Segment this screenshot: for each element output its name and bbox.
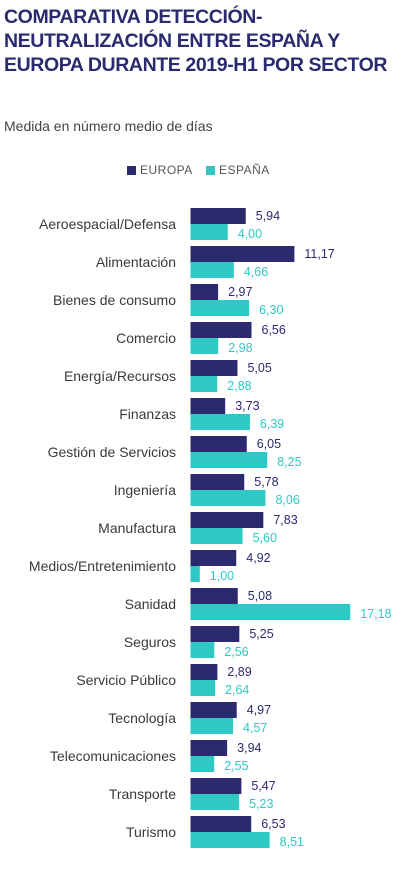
bar-espana <box>190 566 200 582</box>
category-label: Servicio Público <box>76 672 176 688</box>
data-label-europa: 6,56 <box>262 323 286 337</box>
legend-item-europa: EUROPA <box>127 163 193 177</box>
category-label: Telecomunicaciones <box>50 748 176 764</box>
data-label-europa: 5,05 <box>247 361 271 375</box>
data-label-europa: 5,47 <box>251 779 275 793</box>
data-label-europa: 2,97 <box>228 285 252 299</box>
legend: EUROPA ESPAÑA <box>0 163 417 181</box>
data-label-espana: 4,00 <box>238 227 262 241</box>
data-label-europa: 5,25 <box>249 627 273 641</box>
bar-espana <box>190 452 268 468</box>
category-label: Finanzas <box>119 406 176 422</box>
bar-espana <box>190 490 266 506</box>
bar-espana <box>190 794 240 810</box>
data-label-espana: 2,55 <box>224 759 248 773</box>
data-label-espana: 8,06 <box>275 493 299 507</box>
category-label: Seguros <box>124 634 176 650</box>
data-label-espana: 5,60 <box>253 531 277 545</box>
data-label-europa: 4,92 <box>246 551 270 565</box>
data-label-espana: 2,88 <box>227 379 251 393</box>
bar-europa <box>190 740 228 756</box>
data-label-europa: 11,17 <box>304 247 334 261</box>
data-label-europa: 5,08 <box>248 589 272 603</box>
bar-espana <box>190 224 228 240</box>
bar-europa <box>190 664 218 680</box>
data-label-espana: 8,25 <box>277 455 301 469</box>
chart-subtitle: Medida en número medio de días <box>4 118 213 134</box>
data-label-espana: 17,18 <box>360 607 391 621</box>
data-label-espana: 8,51 <box>280 835 304 849</box>
bar-espana <box>190 300 250 316</box>
bar-espana <box>190 756 215 772</box>
data-label-espana: 4,57 <box>243 721 267 735</box>
bar-europa <box>190 588 238 604</box>
bar-espana <box>190 604 351 620</box>
category-label: Comercio <box>116 330 176 346</box>
category-label: Manufactura <box>98 520 176 536</box>
category-label: Transporte <box>109 786 176 802</box>
data-label-espana: 2,56 <box>224 645 248 659</box>
bar-espana <box>190 642 215 658</box>
category-label: Sanidad <box>125 596 176 612</box>
bar-espana <box>190 414 250 430</box>
category-label: Energía/Recursos <box>64 368 176 384</box>
category-label: Alimentación <box>96 254 176 270</box>
data-label-espana: 2,98 <box>228 341 252 355</box>
bar-europa <box>190 778 242 794</box>
bar-espana <box>190 528 243 544</box>
bar-europa <box>190 436 247 452</box>
category-label: Turismo <box>126 824 176 840</box>
data-label-europa: 2,89 <box>227 665 251 679</box>
data-label-espana: 2,64 <box>225 683 249 697</box>
bar-europa <box>190 208 246 224</box>
category-label: Medios/Entretenimiento <box>29 558 176 574</box>
data-label-europa: 5,94 <box>256 209 280 223</box>
category-label: Tecnología <box>108 710 176 726</box>
bar-europa <box>190 550 237 566</box>
category-label: Ingeniería <box>114 482 176 498</box>
data-label-europa: 7,83 <box>273 513 297 527</box>
category-label: Aeroespacial/Defensa <box>39 216 176 232</box>
bar-europa <box>190 322 252 338</box>
data-label-europa: 4,97 <box>247 703 271 717</box>
legend-swatch-espana <box>206 165 215 175</box>
data-label-europa: 3,73 <box>235 399 259 413</box>
bar-espana <box>190 718 234 734</box>
chart-title: COMPARATIVA DETECCIÓN-NEUTRALIZACIÓN ENT… <box>4 6 388 76</box>
bar-europa <box>190 626 240 642</box>
legend-item-espana: ESPAÑA <box>206 163 270 177</box>
data-label-espana: 4,66 <box>244 265 268 279</box>
bar-espana <box>190 376 218 392</box>
legend-label-europa: EUROPA <box>140 163 193 177</box>
data-label-europa: 6,53 <box>261 817 285 831</box>
category-label: Gestión de Servicios <box>48 444 176 460</box>
bar-europa <box>190 816 252 832</box>
data-label-espana: 1,00 <box>210 569 234 583</box>
bar-europa <box>190 702 237 718</box>
data-label-espana: 5,23 <box>249 797 273 811</box>
bar-espana <box>190 338 219 354</box>
bar-europa <box>190 474 245 490</box>
data-label-espana: 6,30 <box>259 303 283 317</box>
bar-europa <box>190 512 264 528</box>
bar-europa <box>190 284 219 300</box>
bar-europa <box>190 246 295 262</box>
data-label-europa: 5,78 <box>254 475 278 489</box>
bar-espana <box>190 680 216 696</box>
bar-europa <box>190 360 238 376</box>
data-label-europa: 6,05 <box>257 437 281 451</box>
category-label: Bienes de consumo <box>53 292 176 308</box>
legend-swatch-europa <box>127 165 136 175</box>
data-label-espana: 6,39 <box>260 417 284 431</box>
bar-espana <box>190 832 270 848</box>
bar-espana <box>190 262 234 278</box>
bar-europa <box>190 398 226 414</box>
legend-label-espana: ESPAÑA <box>219 163 270 177</box>
data-label-europa: 3,94 <box>237 741 261 755</box>
